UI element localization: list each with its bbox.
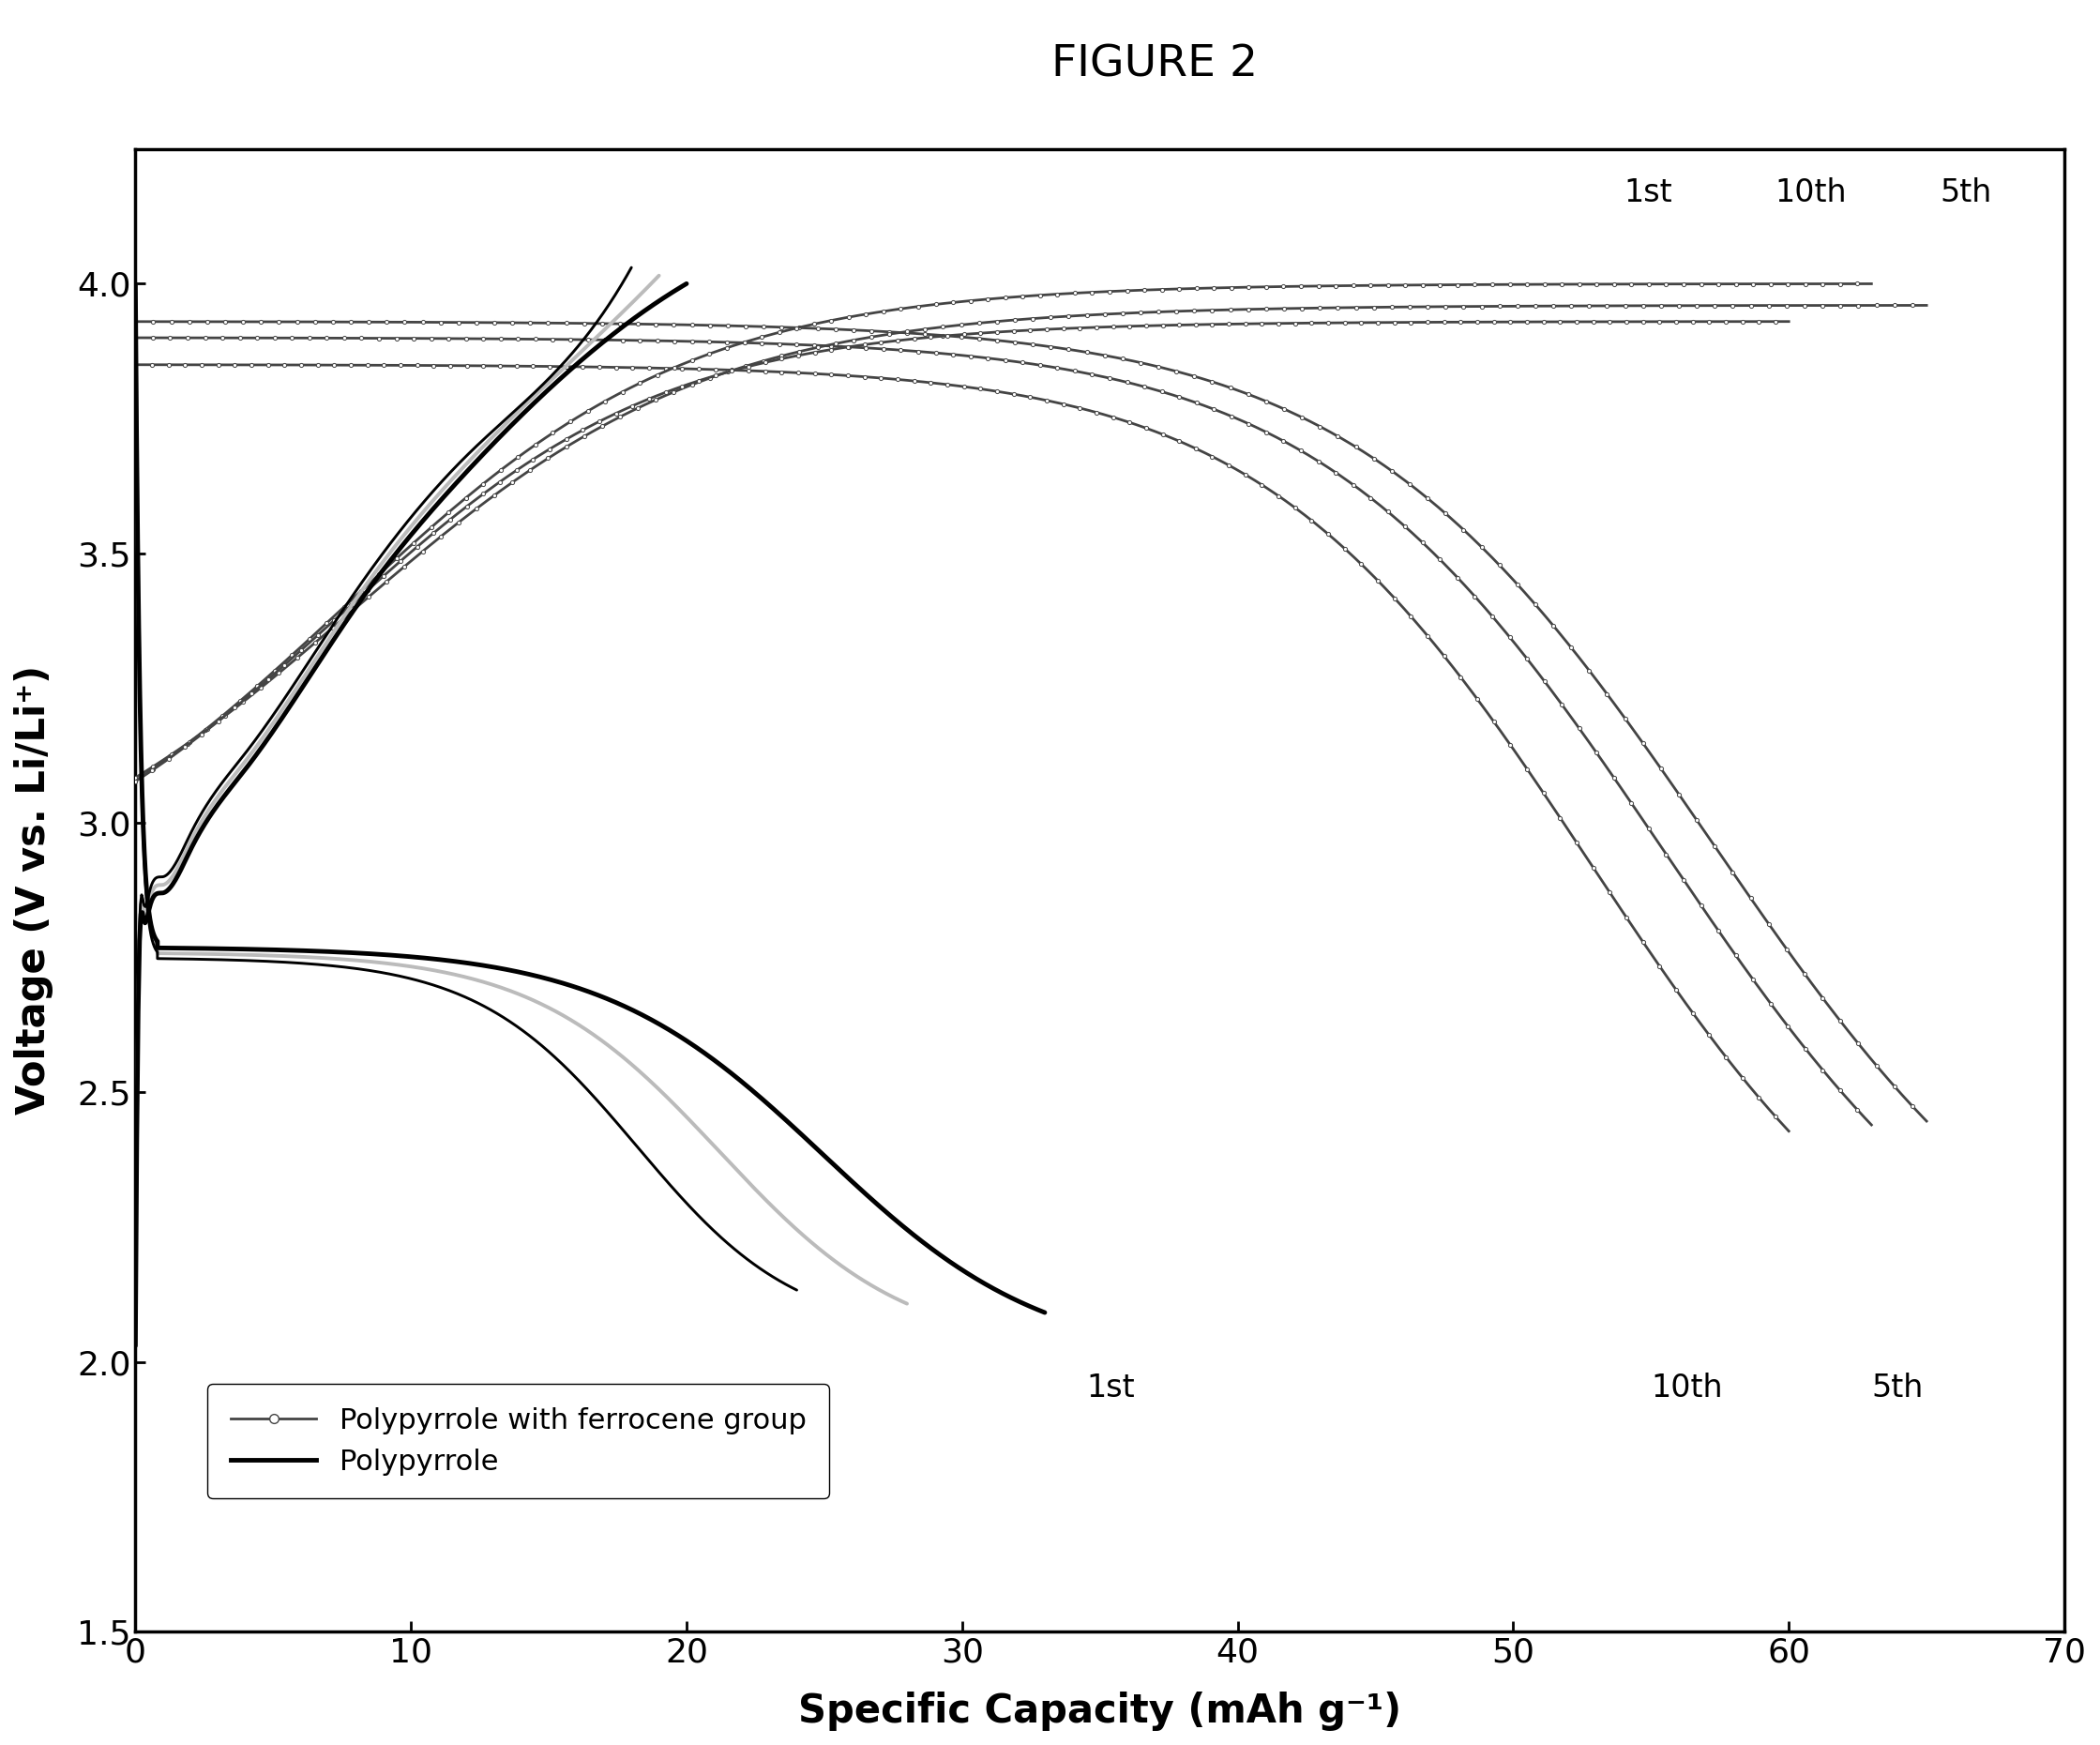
Text: 1st: 1st bbox=[1623, 178, 1672, 208]
Text: 5th: 5th bbox=[1871, 1373, 1924, 1403]
X-axis label: Specific Capacity (mAh g⁻¹): Specific Capacity (mAh g⁻¹) bbox=[798, 1691, 1401, 1731]
Text: 5th: 5th bbox=[1940, 178, 1993, 208]
Text: 1st: 1st bbox=[1086, 1373, 1134, 1403]
Legend: Polypyrrole with ferrocene group, Polypyrrole: Polypyrrole with ferrocene group, Polypy… bbox=[208, 1384, 830, 1499]
Text: 10th: 10th bbox=[1774, 178, 1846, 208]
Text: FIGURE 2: FIGURE 2 bbox=[1052, 44, 1258, 86]
Text: 10th: 10th bbox=[1651, 1373, 1722, 1403]
Y-axis label: Voltage (V vs. Li/Li⁺): Voltage (V vs. Li/Li⁺) bbox=[15, 665, 53, 1115]
